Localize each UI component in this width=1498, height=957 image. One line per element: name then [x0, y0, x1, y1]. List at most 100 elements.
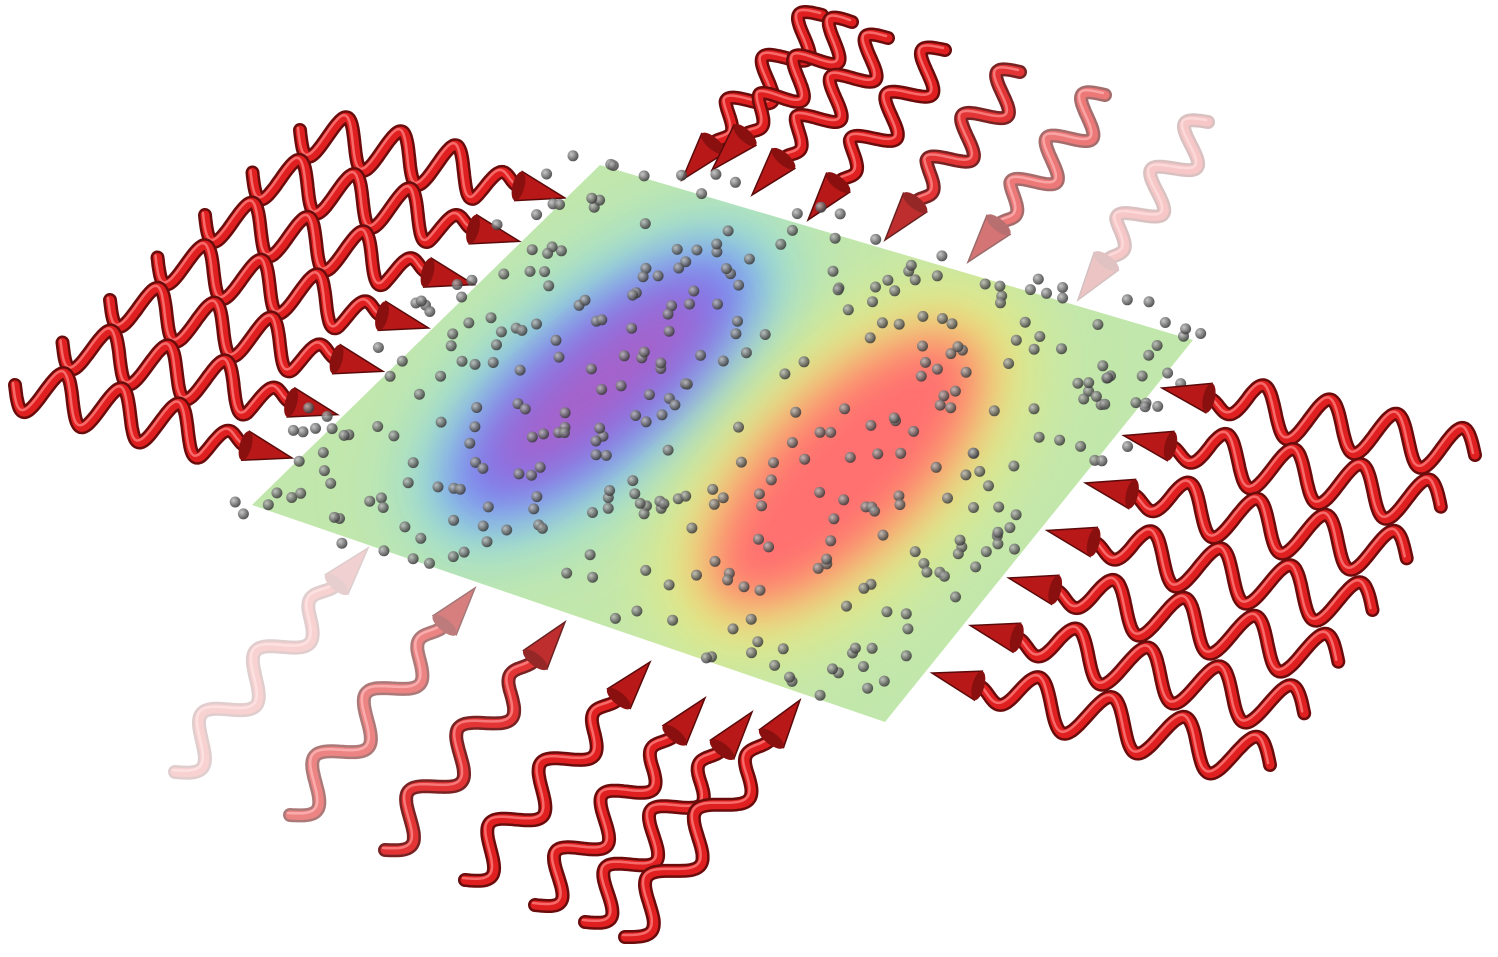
particle — [730, 328, 742, 340]
particle — [1162, 367, 1174, 379]
wave-tube — [380, 655, 540, 855]
particle — [790, 406, 802, 418]
wave-arrow — [750, 27, 895, 197]
particle — [1054, 434, 1066, 446]
particle — [995, 297, 1006, 309]
particle — [519, 403, 531, 415]
particle — [988, 405, 1000, 417]
particle — [733, 421, 744, 433]
particle — [841, 600, 852, 612]
wave-tube — [993, 87, 1110, 230]
particle — [1032, 273, 1044, 285]
particle — [1139, 401, 1151, 413]
particle — [531, 209, 543, 221]
particle — [638, 170, 650, 182]
particle — [491, 339, 502, 351]
particle — [451, 279, 463, 290]
particle — [534, 461, 546, 473]
arrow-head-icon — [324, 546, 370, 596]
particle — [1152, 400, 1164, 412]
particle — [495, 326, 507, 338]
arrow-base — [284, 387, 299, 418]
particle — [746, 647, 757, 659]
wave-highlight — [709, 8, 822, 143]
wave-arrow — [929, 670, 1277, 781]
wave-highlight — [911, 66, 1020, 202]
particle — [321, 410, 333, 422]
particle — [399, 521, 411, 533]
particle — [834, 208, 846, 220]
particle — [466, 274, 478, 286]
particle — [740, 347, 752, 359]
particle — [708, 498, 720, 510]
particle — [722, 225, 734, 237]
particle — [717, 355, 729, 367]
particle — [691, 569, 702, 581]
particle — [542, 247, 554, 259]
particle — [684, 298, 695, 310]
particle — [993, 501, 1005, 513]
arrow-base — [662, 724, 687, 746]
particle — [618, 350, 630, 362]
arrow-base — [1163, 431, 1178, 461]
wave-tube — [1204, 380, 1480, 473]
particle — [889, 285, 901, 297]
particle — [567, 150, 579, 162]
particle — [814, 486, 826, 498]
wave-tube — [105, 283, 342, 376]
particle — [722, 574, 734, 586]
particle — [908, 425, 920, 437]
wave-highlight — [531, 731, 674, 906]
particle — [655, 357, 667, 369]
wave-tube — [200, 198, 432, 290]
arrow-base — [971, 671, 986, 701]
particle — [894, 499, 906, 511]
particle — [1096, 455, 1108, 467]
arrow-base — [1202, 383, 1216, 413]
particle — [950, 591, 961, 603]
wave-highlight — [1128, 479, 1406, 569]
particle — [900, 608, 912, 620]
arrow-base — [986, 214, 1011, 236]
particle — [287, 424, 299, 436]
wave-tube — [295, 112, 523, 204]
particle — [870, 233, 882, 245]
particle — [756, 500, 768, 512]
wave-highlight — [1013, 625, 1304, 722]
wave-tube — [285, 620, 450, 820]
particle — [1010, 509, 1022, 521]
particle — [710, 168, 722, 180]
wave-highlight — [1205, 381, 1475, 468]
particle — [960, 366, 972, 378]
particle — [1143, 349, 1155, 361]
particle — [1159, 317, 1171, 328]
particle — [825, 426, 837, 438]
particle — [968, 447, 980, 459]
particle — [827, 663, 838, 675]
particle — [779, 368, 791, 380]
wave-arrow — [1159, 378, 1482, 475]
wave-highlight — [296, 113, 518, 199]
particle — [727, 623, 739, 635]
particle — [695, 349, 707, 361]
particle — [626, 322, 638, 334]
particle — [596, 314, 608, 326]
particle — [946, 318, 958, 330]
arrow-base — [825, 172, 851, 194]
particle — [1102, 372, 1114, 384]
particle — [1004, 522, 1016, 534]
particle — [865, 419, 877, 431]
particle — [372, 421, 384, 432]
wave-tube — [153, 240, 387, 333]
particle — [372, 342, 384, 353]
particle — [720, 263, 732, 275]
particle — [888, 412, 900, 424]
wave-highlight — [741, 14, 852, 135]
wave-arrow — [883, 62, 1027, 242]
particle — [656, 409, 668, 421]
particle — [866, 642, 878, 654]
particle — [271, 487, 283, 499]
particle — [745, 613, 757, 625]
particle — [513, 468, 525, 480]
wave-group-front — [168, 378, 1482, 944]
